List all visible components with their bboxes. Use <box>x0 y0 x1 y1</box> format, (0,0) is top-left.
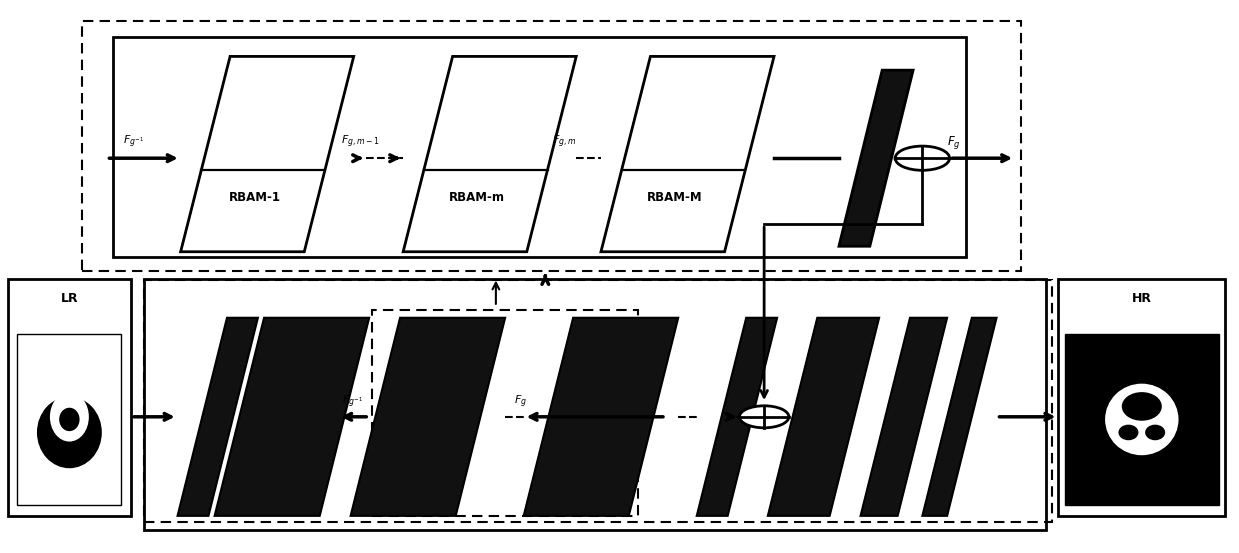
Polygon shape <box>524 318 678 516</box>
Polygon shape <box>214 318 369 516</box>
Ellipse shape <box>1105 384 1178 455</box>
Circle shape <box>896 146 949 170</box>
Polygon shape <box>351 318 506 516</box>
Ellipse shape <box>1119 425 1139 440</box>
Ellipse shape <box>1145 425 1165 440</box>
Bar <box>7 279 131 516</box>
Bar <box>144 280 1052 523</box>
Text: $F_g$: $F_g$ <box>514 393 527 410</box>
Bar <box>17 335 121 505</box>
Bar <box>1064 335 1219 505</box>
Text: RBAM-m: RBAM-m <box>450 191 506 204</box>
Text: RBAM-M: RBAM-M <box>647 191 703 204</box>
Ellipse shape <box>1121 392 1162 421</box>
Text: $F_g$: $F_g$ <box>947 134 960 151</box>
Polygon shape <box>403 56 576 252</box>
Polygon shape <box>181 56 353 252</box>
Polygon shape <box>922 318 996 516</box>
Polygon shape <box>696 318 777 516</box>
Polygon shape <box>839 70 913 246</box>
Ellipse shape <box>59 408 79 431</box>
Polygon shape <box>177 318 258 516</box>
Bar <box>1058 279 1225 516</box>
Bar <box>372 310 638 516</box>
Ellipse shape <box>50 392 89 441</box>
Text: $F_{g,m}$: $F_{g,m}$ <box>551 133 576 150</box>
Text: $F_{g,m-1}$: $F_{g,m-1}$ <box>341 133 379 150</box>
Polygon shape <box>601 56 774 252</box>
Bar <box>113 37 965 257</box>
Bar <box>144 279 1046 530</box>
Polygon shape <box>768 318 880 516</box>
Text: $F_{g^{-1}}$: $F_{g^{-1}}$ <box>123 133 144 150</box>
Ellipse shape <box>37 397 102 468</box>
Text: LR: LR <box>61 292 78 305</box>
Text: RBAM-1: RBAM-1 <box>229 191 281 204</box>
Polygon shape <box>861 318 947 516</box>
Circle shape <box>740 406 789 428</box>
Bar <box>82 20 1021 271</box>
Text: HR: HR <box>1131 292 1152 305</box>
Text: $F_{g^{-1}}$: $F_{g^{-1}}$ <box>342 393 363 410</box>
